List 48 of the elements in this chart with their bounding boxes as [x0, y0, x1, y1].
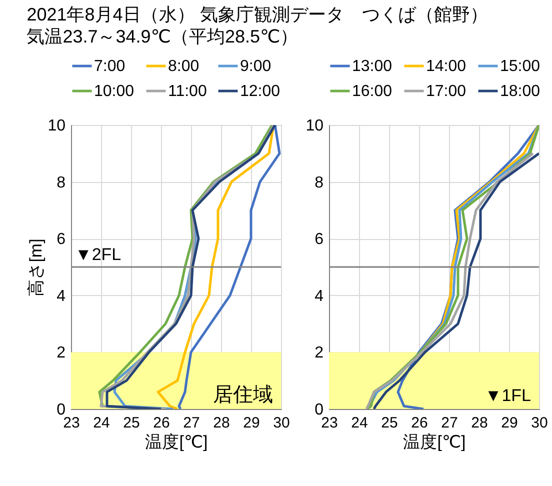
legend-label: 15:00 — [500, 58, 540, 75]
x-tick-label: 28 — [471, 414, 488, 432]
y-tick-label: 6 — [56, 231, 66, 248]
x-axis-title: 温度[℃] — [403, 432, 466, 452]
y-tick-label: 6 — [314, 231, 324, 248]
y-tick-label: 4 — [314, 288, 324, 305]
x-tick-label: 25 — [123, 414, 140, 432]
y-tick-label: 0 — [56, 402, 66, 418]
legend-label: 12:00 — [240, 83, 280, 100]
band-label: 居住域 — [213, 384, 273, 406]
x-tick-label: 26 — [411, 414, 428, 432]
x-tick-label: 24 — [351, 414, 368, 432]
x-tick-label: 24 — [93, 414, 110, 432]
legend-label: 14:00 — [426, 58, 466, 75]
chart-title: 2021年8月4日（水） 気象庁観測データ つくば（館野） — [26, 4, 488, 24]
x-axis-title: 温度[℃] — [145, 432, 208, 452]
x-tick-label: 30 — [273, 414, 290, 432]
legend-label: 11:00 — [168, 83, 207, 100]
legend-label: 13:00 — [352, 58, 392, 75]
x-tick-label: 23 — [63, 414, 80, 432]
x-tick-label: 25 — [381, 414, 398, 432]
x-tick-label: 27 — [441, 414, 458, 432]
legend-label: 10:00 — [94, 83, 134, 100]
y-tick-label: 0 — [314, 402, 324, 418]
legend-label: 7:00 — [94, 58, 126, 75]
y-tick-label: 2 — [56, 344, 66, 362]
y-tick-label: 8 — [314, 174, 324, 192]
y-tick-label: 2 — [314, 344, 324, 362]
y-tick-label: 10 — [306, 118, 324, 134]
legend-label: 9:00 — [240, 58, 272, 75]
y-tick-label: 8 — [56, 174, 66, 192]
x-tick-label: 30 — [531, 414, 548, 432]
legend-label: 16:00 — [352, 83, 392, 100]
legend-label: 18:00 — [500, 83, 540, 100]
legend-label: 17:00 — [426, 83, 466, 100]
chart-subtitle: 気温23.7～34.9℃（平均28.5℃） — [26, 26, 298, 46]
legend-label: 8:00 — [168, 58, 200, 75]
y-axis-title: 高さ[m] — [26, 238, 46, 296]
y-tick-label: 10 — [48, 118, 66, 134]
x-tick-label: 29 — [243, 414, 260, 432]
annotation: ▼1FL — [484, 386, 531, 405]
x-tick-label: 23 — [321, 414, 338, 432]
y-tick-label: 4 — [56, 288, 66, 305]
x-tick-label: 26 — [153, 414, 170, 432]
x-tick-label: 29 — [501, 414, 518, 432]
x-tick-label: 27 — [183, 414, 200, 432]
x-tick-label: 28 — [213, 414, 230, 432]
ref-line-label: ▼2FL — [75, 245, 122, 264]
